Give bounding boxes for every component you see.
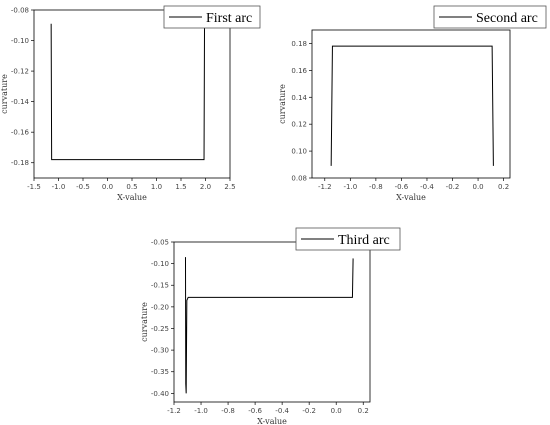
x-tick-label: -1.0 — [194, 407, 208, 415]
axes-frame — [33, 9, 231, 179]
y-tick-label: -0.30 — [151, 347, 169, 355]
x-tick-label: -0.8 — [221, 407, 235, 415]
legend-label: Second arc — [476, 11, 538, 26]
x-tick-label: 0.0 — [331, 407, 342, 415]
legend-label: Third arc — [338, 233, 390, 248]
y-tick-label: -0.08 — [11, 7, 29, 15]
y-tick-label: 0.16 — [291, 67, 307, 75]
axes-frame — [173, 241, 371, 403]
x-tick-label: -1.0 — [52, 183, 66, 191]
x-tick-label: -0.2 — [302, 407, 316, 415]
y-tick-label: -0.10 — [11, 37, 29, 45]
legend-box — [295, 227, 401, 251]
x-tick-label: -1.2 — [318, 183, 332, 191]
y-tick-label: -0.20 — [151, 303, 169, 311]
y-tick-label: 0.12 — [291, 121, 307, 129]
y-tick-label: 0.14 — [291, 94, 307, 102]
chart-third-arc: -1.2 -1.0 -0.8 -0.6 -0.4 -0.2 0.0 0.2 -0.40 -0.35… — [140, 227, 401, 425]
x-tick-label: -0.4 — [420, 183, 434, 191]
series-line — [184, 257, 354, 394]
x-tick-label: 2.0 — [200, 183, 211, 191]
legend: Third arc — [295, 227, 401, 251]
x-tick-label: 2.5 — [224, 183, 235, 191]
x-tick-label: 0.5 — [126, 183, 137, 191]
x-tick-label: -0.5 — [76, 183, 90, 191]
x-tick-label: -1.2 — [167, 407, 181, 415]
x-tick-label: -1.5 — [27, 183, 41, 191]
x-tick-label: 0.2 — [358, 407, 369, 415]
legend: First arc — [163, 5, 261, 29]
y-tick-label: 0.18 — [291, 40, 307, 48]
series-line — [50, 23, 206, 161]
x-tick-label: 0.0 — [472, 183, 483, 191]
y-tick-label: -0.10 — [151, 260, 169, 268]
y-axis-label: curvature — [0, 74, 9, 114]
legend-box — [163, 5, 261, 29]
y-tick-label: -0.16 — [11, 129, 30, 137]
series-line — [330, 45, 494, 166]
y-tick-label: 0.10 — [291, 148, 307, 156]
plot-area: -1.5 -1.0 -0.5 0.0 0.5 1.0 1.5 2.0 2.5 -0.18 -0.16… — [11, 7, 236, 192]
legend: Second arc — [433, 5, 547, 29]
y-tick-label: -0.40 — [151, 390, 169, 398]
x-tick-label: -0.6 — [395, 183, 409, 191]
y-tick-label: -0.14 — [11, 98, 30, 106]
x-axis-label: X-value — [117, 193, 147, 202]
chart-second-arc: -1.2 -1.0 -0.8 -0.6 -0.4 -0.2 0.0 0.2 0.08 0.10 0.… — [278, 5, 547, 202]
x-axis-label: X-value — [257, 417, 287, 425]
x-tick-label: -0.4 — [275, 407, 289, 415]
x-axis-label: X-value — [396, 193, 426, 202]
legend-label: First arc — [206, 11, 252, 26]
y-tick-label: -0.12 — [11, 68, 29, 76]
x-tick-label: 1.5 — [175, 183, 186, 191]
y-axis-label: curvature — [278, 84, 287, 124]
y-tick-label: -0.18 — [11, 159, 29, 167]
x-tick-label: -0.2 — [446, 183, 460, 191]
y-tick-label: 0.08 — [291, 175, 307, 183]
y-tick-label: -0.05 — [151, 239, 169, 247]
plot-area: -1.2 -1.0 -0.8 -0.6 -0.4 -0.2 0.0 0.2 0.08 0.10 0.… — [291, 29, 511, 191]
y-axis-label: curvature — [140, 302, 149, 342]
y-tick-label: -0.15 — [151, 282, 169, 290]
y-tick-label: -0.25 — [151, 325, 169, 333]
x-tick-label: 1.0 — [151, 183, 162, 191]
x-tick-label: 0.0 — [102, 183, 113, 191]
y-tick-label: -0.35 — [151, 368, 169, 376]
axes-frame — [311, 29, 511, 179]
x-tick-label: 0.2 — [498, 183, 509, 191]
x-tick-label: -0.8 — [369, 183, 383, 191]
x-tick-label: -0.6 — [248, 407, 262, 415]
plot-area: -1.2 -1.0 -0.8 -0.6 -0.4 -0.2 0.0 0.2 -0.40 -0.35… — [151, 239, 371, 415]
legend-box — [433, 5, 547, 29]
chart-first-arc: -1.5 -1.0 -0.5 0.0 0.5 1.0 1.5 2.0 2.5 -0.18 -0.16… — [0, 5, 261, 202]
x-tick-label: -1.0 — [343, 183, 357, 191]
